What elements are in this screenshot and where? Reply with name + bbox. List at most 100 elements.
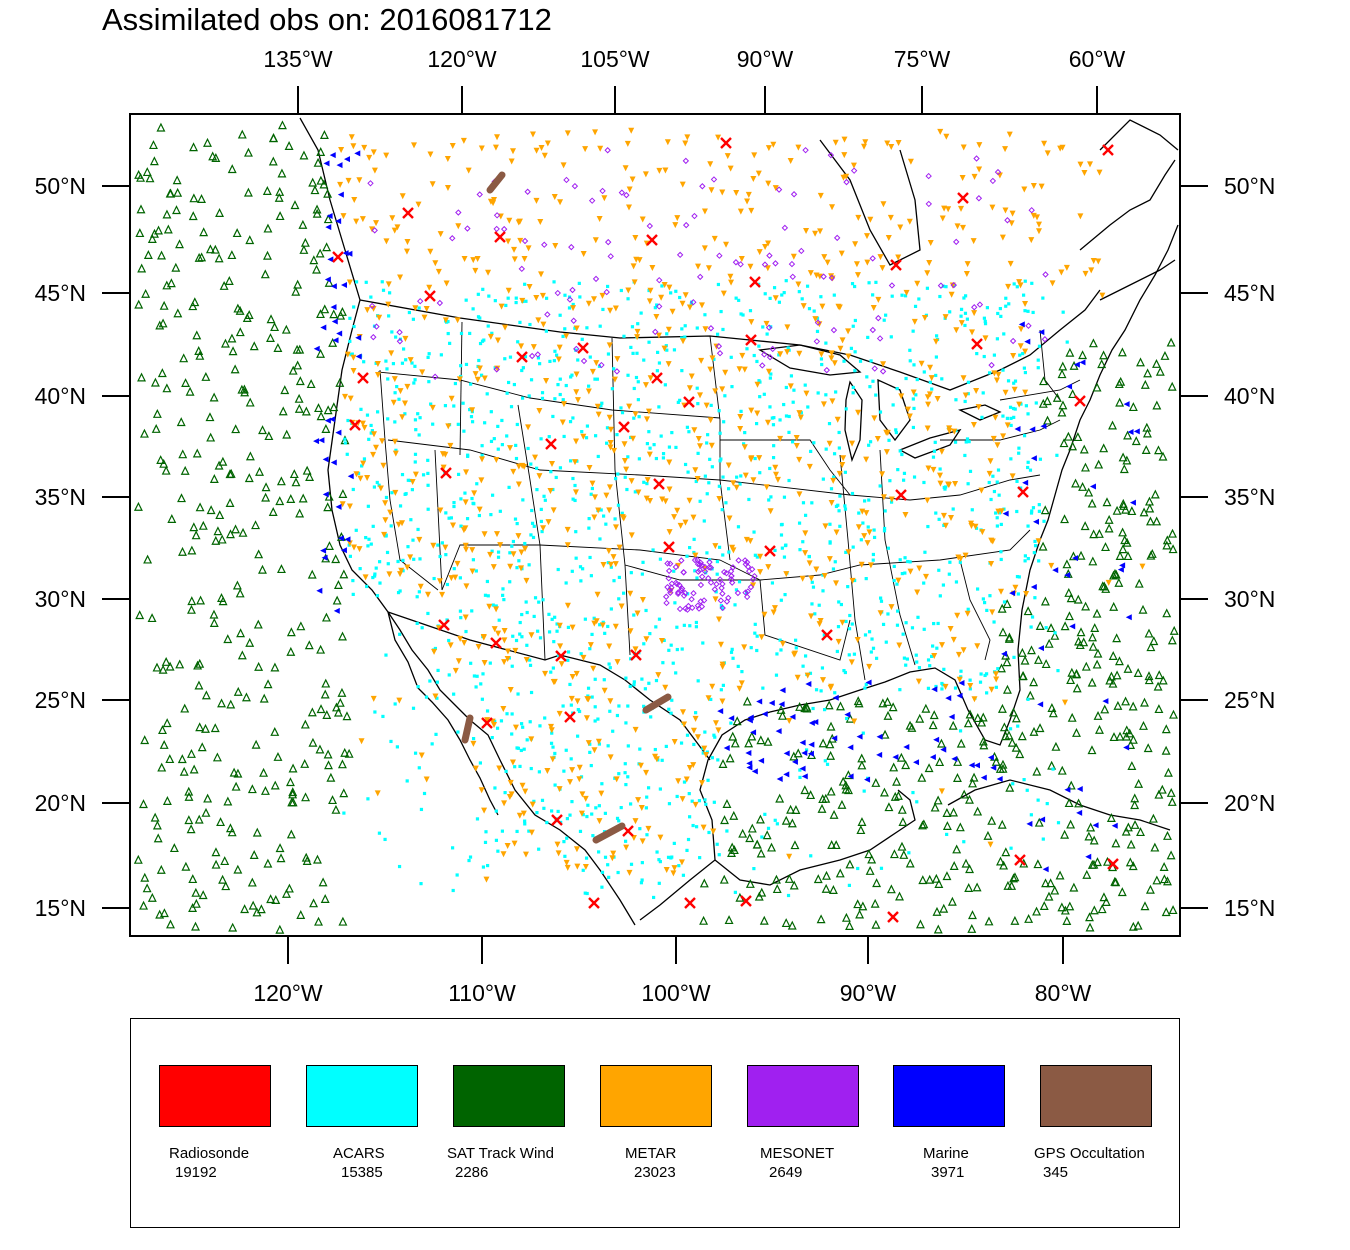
acars-marker xyxy=(569,375,573,379)
sat-track-wind-marker xyxy=(329,309,339,319)
acars-marker xyxy=(783,593,787,597)
sat-track-wind-marker xyxy=(949,861,959,870)
sat-track-wind-marker xyxy=(956,738,966,748)
acars-marker xyxy=(397,397,401,401)
acars-marker xyxy=(881,622,886,627)
acars-marker xyxy=(438,554,442,559)
acars-marker xyxy=(458,609,463,613)
acars-marker xyxy=(351,487,355,492)
right-lat-label: 45°N xyxy=(1224,280,1275,306)
sat-track-wind-marker xyxy=(1062,916,1072,925)
acars-marker xyxy=(585,326,589,330)
acars-marker xyxy=(676,400,680,404)
sat-track-wind-marker xyxy=(1140,697,1149,707)
sat-track-wind-marker xyxy=(133,501,143,511)
acars-marker xyxy=(850,622,854,626)
acars-marker xyxy=(1025,788,1029,792)
sat-track-wind-marker xyxy=(171,262,181,272)
mesonet-marker xyxy=(680,592,688,599)
acars-marker xyxy=(837,446,841,450)
acars-marker xyxy=(721,607,725,611)
sat-track-wind-marker xyxy=(328,337,338,347)
acars-marker xyxy=(755,422,759,426)
metar-marker xyxy=(492,144,499,151)
metar-marker xyxy=(741,644,748,651)
metar-marker xyxy=(833,580,840,587)
metar-marker xyxy=(380,462,387,469)
metar-marker xyxy=(504,648,511,655)
acars-marker xyxy=(801,664,805,668)
marine-marker xyxy=(783,771,790,778)
metar-marker xyxy=(661,282,668,289)
acars-marker xyxy=(606,624,610,629)
acars-marker xyxy=(922,581,926,585)
metar-marker xyxy=(470,257,477,264)
sat-track-wind-marker xyxy=(256,904,266,914)
acars-marker xyxy=(514,296,518,300)
metar-marker xyxy=(541,152,548,159)
acars-marker xyxy=(426,507,430,511)
acars-marker xyxy=(778,418,782,422)
sat-track-wind-marker xyxy=(1060,905,1070,915)
sat-track-wind-marker xyxy=(301,406,311,416)
acars-marker xyxy=(387,314,391,318)
metar-marker xyxy=(757,569,764,576)
acars-marker xyxy=(439,353,443,357)
metar-marker xyxy=(925,401,932,408)
metar-marker xyxy=(443,280,450,287)
acars-marker xyxy=(903,556,907,560)
mesonet-marker xyxy=(678,587,685,594)
metar-marker xyxy=(948,514,955,521)
metar-marker xyxy=(582,795,589,802)
metar-marker xyxy=(907,158,914,165)
sat-track-wind-marker xyxy=(1146,550,1156,560)
acars-marker xyxy=(506,380,511,385)
marine-marker xyxy=(746,760,753,767)
sat-track-wind-marker xyxy=(228,346,238,356)
metar-marker xyxy=(960,375,967,382)
metar-marker xyxy=(421,314,428,321)
sat-track-wind-marker xyxy=(1090,623,1100,633)
acars-marker xyxy=(518,620,522,625)
metar-marker xyxy=(614,659,621,666)
acars-marker xyxy=(524,600,528,604)
metar-marker xyxy=(712,388,719,395)
metar-marker xyxy=(1090,258,1097,265)
legend-item-sat-track-wind: SAT Track Wind 2286 xyxy=(447,1065,565,1181)
acars-marker xyxy=(718,431,722,435)
sat-track-wind-marker xyxy=(835,868,845,878)
metar-marker xyxy=(635,797,642,804)
acars-marker xyxy=(943,487,947,491)
metar-marker xyxy=(924,270,931,277)
acars-marker xyxy=(933,440,937,444)
acars-marker xyxy=(590,632,594,637)
acars-marker xyxy=(917,666,922,670)
metar-marker xyxy=(609,855,616,862)
metar-marker xyxy=(518,343,525,350)
metar-marker xyxy=(611,376,618,383)
metar-marker xyxy=(987,841,994,848)
sat-track-wind-marker xyxy=(142,167,152,177)
sat-track-wind-marker xyxy=(316,644,326,654)
acars-marker xyxy=(619,288,623,293)
acars-marker xyxy=(536,356,541,360)
sat-track-wind-marker xyxy=(1024,913,1034,923)
metar-marker xyxy=(558,661,565,668)
sat-track-wind-marker xyxy=(193,660,203,670)
acars-marker xyxy=(866,335,870,340)
metar-marker xyxy=(671,739,678,746)
acars-marker xyxy=(1026,524,1030,528)
sat-track-wind-marker xyxy=(800,785,810,795)
sat-track-wind-marker xyxy=(1027,645,1036,655)
metar-marker xyxy=(559,419,566,426)
acars-marker xyxy=(807,307,812,311)
sat-track-wind-marker xyxy=(1155,366,1165,376)
acars-marker xyxy=(649,715,653,719)
acars-marker xyxy=(800,297,804,301)
sat-track-wind-marker xyxy=(295,376,305,386)
acars-marker xyxy=(551,414,555,419)
acars-marker xyxy=(568,420,573,424)
sat-track-wind-marker xyxy=(245,637,255,647)
acars-marker xyxy=(670,698,674,702)
metar-marker xyxy=(627,590,634,597)
